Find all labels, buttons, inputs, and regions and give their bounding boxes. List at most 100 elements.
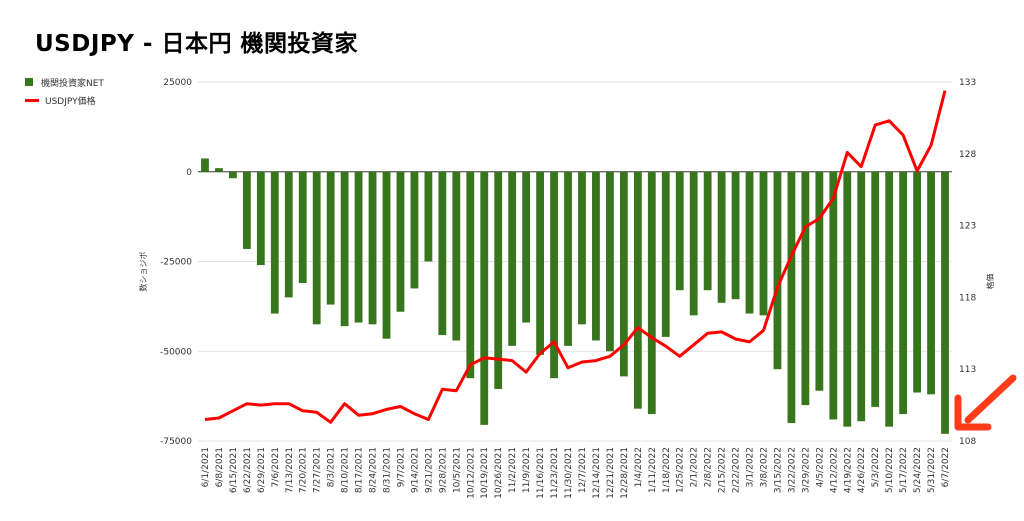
x-axis-tick-label: 9/21/2021	[424, 447, 434, 493]
legend-swatch-line	[25, 98, 39, 102]
bar	[703, 171, 712, 291]
bar	[215, 168, 223, 172]
legend-swatch-bars	[25, 78, 33, 86]
x-axis-tick-label: 6/7/2022	[941, 447, 951, 487]
legend: 機関投資家NET USDJPY価格	[25, 73, 104, 109]
x-axis-tick-label: 11/9/2021	[522, 447, 532, 493]
x-axis-tick-label: 3/15/2022	[774, 447, 784, 493]
bar	[801, 171, 810, 406]
bar	[256, 171, 265, 266]
bar	[773, 171, 782, 370]
bar	[857, 171, 866, 422]
bar	[689, 171, 698, 316]
x-axis-tick-label: 10/12/2021	[466, 447, 476, 499]
x-axis-tick-label: 8/24/2021	[369, 447, 379, 493]
x-axis-tick-label: 5/17/2022	[899, 447, 909, 493]
x-axis-tick-label: 7/20/2021	[299, 447, 309, 493]
x-axis-tick-label: 3/1/2022	[746, 447, 756, 487]
x-axis-tick-label: 7/13/2021	[285, 447, 295, 493]
x-axis-tick-label: 3/22/2022	[787, 447, 797, 493]
bar	[368, 171, 377, 325]
x-axis-tick-label: 6/1/2021	[201, 447, 211, 487]
x-axis-tick-label: 2/1/2022	[690, 447, 700, 487]
line-series	[204, 90, 947, 424]
bar	[480, 171, 489, 425]
x-axis-tick-label: 4/5/2022	[815, 447, 825, 487]
x-axis-tick-label: 8/10/2021	[341, 447, 351, 493]
bar-series	[201, 158, 949, 434]
x-axis-tick-label: 9/28/2021	[438, 447, 448, 493]
x-axis-tick-label: 6/8/2021	[215, 447, 225, 487]
x-axis-tick-label: 2/15/2022	[718, 447, 728, 493]
bar	[759, 171, 768, 316]
x-axis-tick-label: 4/26/2022	[857, 447, 867, 493]
x-axis-tick-label: 6/29/2021	[257, 447, 267, 493]
bar	[298, 171, 307, 284]
x-axis-tick-label: 11/2/2021	[508, 447, 518, 493]
bar	[731, 171, 740, 300]
left-axis-tick-label: -50000	[160, 347, 192, 357]
right-axis-tick-label: 108	[959, 437, 976, 447]
bar	[522, 171, 531, 323]
right-axis-tick-label: 133	[959, 78, 976, 88]
bar	[270, 171, 279, 314]
x-axis-tick-label: 11/30/2021	[564, 447, 574, 499]
x-axis-tick-label: 5/3/2022	[871, 447, 881, 487]
bar	[633, 171, 642, 409]
arrow-head	[954, 394, 992, 431]
x-axis-tick-label: 1/18/2022	[662, 447, 672, 493]
bar	[564, 171, 572, 346]
bar	[284, 171, 293, 298]
annotation-arrow	[954, 374, 1017, 431]
x-axis-tick-label: 8/17/2021	[355, 447, 365, 493]
x-axis-tick-label: 7/27/2021	[313, 447, 323, 493]
bar	[536, 171, 545, 355]
x-axis-tick-label: 5/31/2022	[927, 447, 937, 493]
bar	[647, 171, 656, 415]
bar	[424, 171, 433, 262]
bar	[340, 171, 349, 327]
x-axis-tick-label: 1/4/2022	[634, 447, 644, 487]
bar	[717, 171, 726, 303]
x-axis-tick-label: 10/19/2021	[480, 447, 490, 499]
left-axis-tick-label: -25000	[160, 258, 192, 268]
bar	[410, 171, 419, 289]
bar	[354, 171, 363, 323]
price-line	[204, 90, 947, 424]
legend-label-line: USDJPY価格	[45, 96, 96, 107]
x-axis-tick-label: 2/8/2022	[704, 447, 714, 487]
right-axis-tick-label: 113	[959, 365, 976, 375]
x-axis-tick-label: 6/15/2021	[229, 447, 239, 493]
bar	[619, 171, 628, 377]
x-axis-tick-label: 7/6/2021	[271, 447, 281, 487]
bar	[661, 171, 670, 337]
legend-label-bars: 機関投資家NET	[41, 78, 104, 89]
bar	[871, 171, 880, 407]
right-axis-tick-label: 128	[959, 150, 976, 160]
right-axis-tick-label: 118	[959, 293, 976, 303]
left-axis-tick-label: 25000	[163, 78, 192, 88]
x-axis-tick-label: 12/14/2021	[592, 447, 602, 499]
x-axis-tick-label: 12/21/2021	[606, 447, 616, 499]
x-axis-tick-label: 10/5/2021	[452, 447, 462, 493]
bar	[605, 171, 614, 352]
x-axis-tick-label: 11/23/2021	[550, 447, 560, 499]
bar	[578, 171, 586, 325]
axes: 25000 0 -25000 -50000 -75000 133 128 123 118 113 1…	[138, 78, 995, 499]
bar	[927, 171, 935, 395]
bar	[899, 171, 908, 415]
x-axis-tick-label: 9/14/2021	[410, 447, 420, 493]
bar	[494, 171, 503, 389]
bar	[550, 171, 558, 379]
bar	[396, 171, 405, 312]
x-axis-tick-label: 8/3/2021	[327, 447, 337, 487]
bar	[787, 171, 796, 424]
left-axis-tick-label: -75000	[160, 437, 192, 447]
x-axis-tick-label: 12/28/2021	[620, 447, 630, 499]
left-axis-title: 数ショジボ	[138, 252, 148, 292]
x-axis-tick-label: 2/22/2022	[732, 447, 742, 493]
x-axis-tick-label: 1/11/2022	[648, 447, 658, 493]
bar	[745, 171, 754, 314]
x-axis-tick-label: 8/31/2021	[383, 447, 393, 493]
